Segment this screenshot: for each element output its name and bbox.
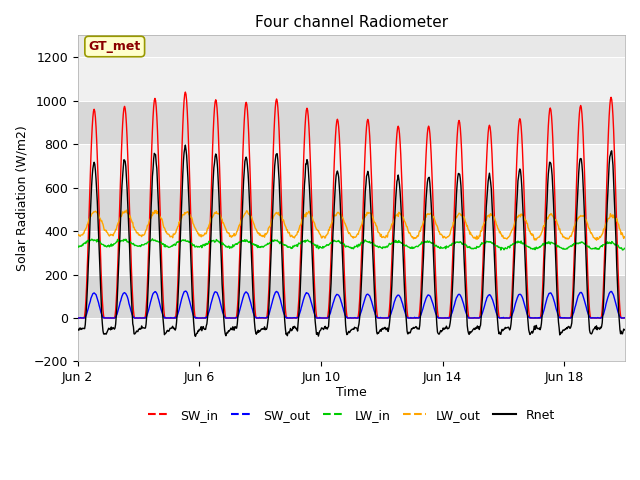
Bar [77,188,625,231]
Title: Four channel Radiometer: Four channel Radiometer [255,15,448,30]
Bar [77,275,625,318]
Bar [77,231,625,275]
X-axis label: Time: Time [336,385,367,398]
Bar [77,101,625,144]
Bar [77,318,625,361]
Legend: SW_in, SW_out, LW_in, LW_out, Rnet: SW_in, SW_out, LW_in, LW_out, Rnet [143,404,560,427]
Text: GT_met: GT_met [88,40,141,53]
Y-axis label: Solar Radiation (W/m2): Solar Radiation (W/m2) [15,126,28,271]
Bar [77,57,625,101]
Bar [77,144,625,188]
